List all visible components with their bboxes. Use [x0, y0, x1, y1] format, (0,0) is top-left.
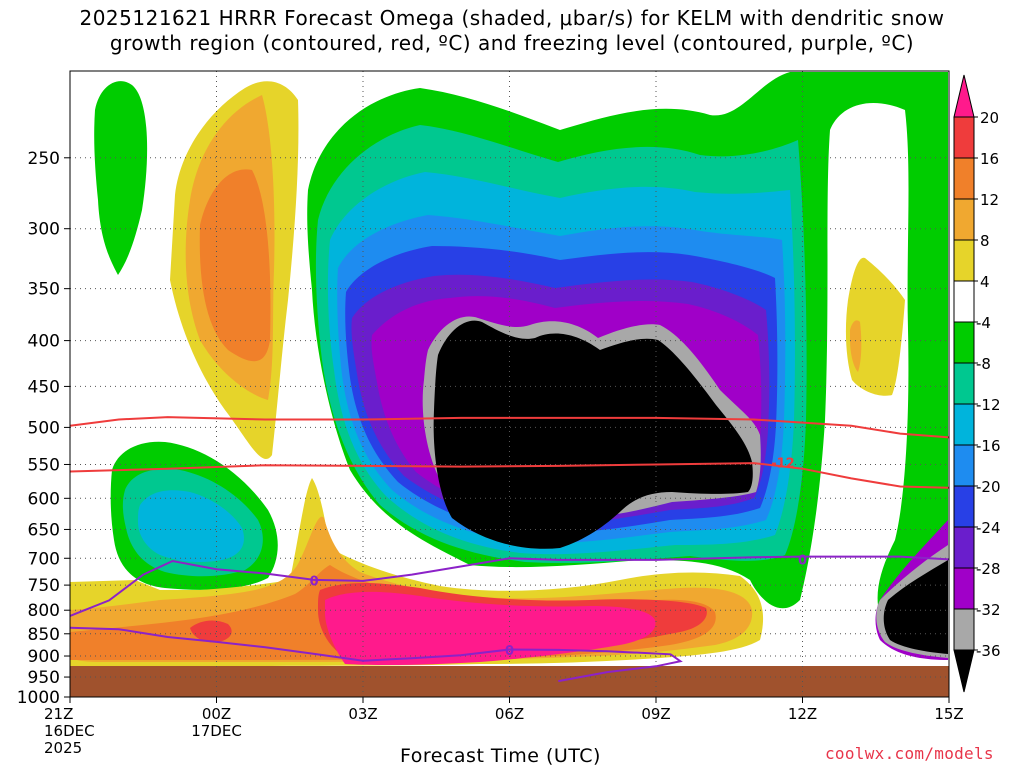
x-axis-title: Forecast Time (UTC) [400, 745, 601, 767]
x-tick-label-3-0: 00Z [202, 705, 231, 723]
colorbar-segment-8 [953, 403, 975, 446]
plot-area: -12 0 0 0 [70, 71, 949, 697]
shade-neg-12-left-mid [138, 490, 244, 563]
freezing-contour-label-3: 0 [798, 553, 807, 568]
x-tick-label-0-0: 21Z [44, 705, 73, 723]
colorbar-segment-9 [953, 444, 975, 487]
colorbar-label-8: -16 [976, 437, 1001, 455]
y-tick-label-350: 350 [28, 280, 60, 300]
dgz-contour-label: -12 [771, 456, 795, 471]
y-axis: 2503003504004505005506006507007508008509… [17, 149, 70, 708]
y-tick-label-700: 700 [28, 549, 60, 569]
title-line-1: 2025121621 HRRR Forecast Omega (shaded, … [79, 6, 945, 30]
freezing-contour-label-2: 0 [505, 644, 514, 659]
x-tick-label-6-0: 03Z [348, 705, 377, 723]
colorbar-segment-5 [953, 280, 975, 323]
colorbar-segment-13 [953, 608, 975, 651]
x-tick-label-9-0: 06Z [495, 705, 524, 723]
y-tick-label-300: 300 [28, 220, 60, 240]
y-tick-label-950: 950 [28, 668, 60, 688]
colorbar-label-3: 8 [980, 232, 990, 250]
colorbar-label-1: 16 [980, 150, 999, 168]
colorbar-label-9: -20 [976, 478, 1001, 496]
y-tick-label-850: 850 [28, 625, 60, 645]
y-tick-label-450: 450 [28, 377, 60, 397]
colorbar-segment-7 [953, 362, 975, 405]
y-tick-label-550: 550 [28, 455, 60, 475]
colorbar-label-4: 4 [980, 273, 990, 291]
colorbar-segment-0 [953, 74, 975, 118]
freezing-contour-lower [70, 626, 683, 683]
colorbar-segment-4 [953, 239, 975, 282]
shade-neg-4-upper-left [94, 81, 148, 275]
x-tick-label-0-2: 2025 [44, 739, 82, 757]
title-line-2: growth region (contoured, red, ºC) and f… [109, 31, 915, 55]
colorbar-segment-12 [953, 567, 975, 610]
shade-pos-4-right [845, 257, 905, 396]
colorbar-segment-11 [953, 526, 975, 569]
y-tick-label-1000: 1000 [17, 688, 60, 708]
colorbar-segment-14 [953, 649, 975, 693]
chart-title: 2025121621 HRRR Forecast Omega (shaded, … [0, 6, 1024, 56]
colorbar-segment-10 [953, 485, 975, 528]
y-tick-label-650: 650 [28, 520, 60, 540]
freezing-contour-upper [70, 555, 949, 617]
y-tick-label-600: 600 [28, 489, 60, 509]
colorbar-segment-6 [953, 321, 975, 364]
x-tick-label-18-0: 15Z [934, 705, 963, 723]
colorbar-segment-2 [953, 157, 975, 200]
y-tick-label-900: 900 [28, 647, 60, 667]
colorbar: 20 16 12 8 4 -4 -8 -12 -16 -20 -24 -28 -32 -36 [953, 74, 1001, 693]
colorbar-label-0: 20 [980, 109, 999, 127]
colorbar-segment-3 [953, 198, 975, 241]
shade-neg-36-right-low [883, 560, 948, 654]
credit-link[interactable]: coolwx.com/models [825, 744, 994, 763]
colorbar-label-11: -28 [976, 560, 1001, 578]
omega-shading [70, 72, 949, 697]
y-tick-label-750: 750 [28, 576, 60, 596]
shade-pos-20-lower [325, 591, 656, 666]
colorbar-label-5: -4 [976, 314, 991, 332]
y-tick-label-250: 250 [28, 149, 60, 169]
colorbar-label-10: -24 [976, 519, 1001, 537]
shade-pos-12-upper-left [199, 169, 271, 362]
colorbar-label-7: -12 [976, 396, 1001, 414]
colorbar-label-13: -36 [976, 642, 1001, 660]
x-tick-label-0-1: 16DEC [44, 722, 95, 740]
shade-pos-8-right [850, 320, 862, 372]
contours: -12 0 0 0 [70, 416, 949, 683]
colorbar-label-12: -32 [976, 601, 1001, 619]
dgz-contour-lower [70, 462, 949, 489]
x-tick-label-12-0: 09Z [641, 705, 670, 723]
y-tick-label-500: 500 [28, 418, 60, 438]
dgz-contour-upper [70, 416, 949, 439]
colorbar-label-2: 12 [980, 191, 999, 209]
colorbar-label-6: -8 [976, 355, 991, 373]
x-tick-label-3-1: 17DEC [191, 722, 242, 740]
colorbar-segment-1 [953, 116, 975, 159]
x-tick-label-15-0: 12Z [788, 705, 817, 723]
freezing-contour-label-1: 0 [310, 574, 319, 589]
y-tick-label-400: 400 [28, 332, 60, 352]
y-tick-label-800: 800 [28, 601, 60, 621]
shade-neg-36-main [433, 320, 753, 549]
